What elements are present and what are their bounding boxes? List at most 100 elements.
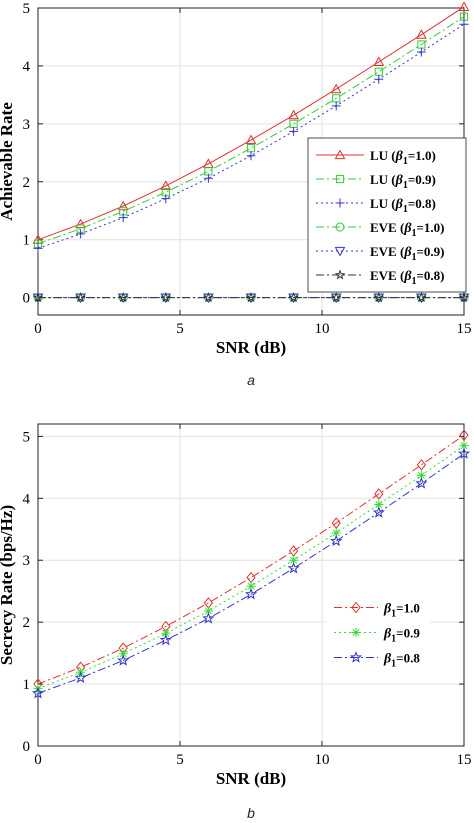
series-6 xyxy=(32,291,470,303)
legend-label-subscript: 1 xyxy=(403,204,408,215)
series-line xyxy=(37,16,465,245)
data-point xyxy=(118,213,128,223)
legend-label-main: LU ( xyxy=(370,196,396,211)
y-tick-label: 1 xyxy=(23,677,31,693)
data-point xyxy=(374,500,384,509)
x-tick-label: 15 xyxy=(457,321,472,337)
legend-label-value: =1.0) xyxy=(416,220,444,235)
data-point xyxy=(374,74,384,84)
data-point xyxy=(159,633,172,646)
legend-marker xyxy=(335,198,345,208)
data-point xyxy=(33,243,43,253)
data-point xyxy=(330,534,343,547)
legend-label-value: =0.8 xyxy=(396,651,420,666)
series-3 xyxy=(31,447,471,699)
y-tick-label: 2 xyxy=(23,615,31,631)
legend-marker xyxy=(334,246,346,257)
legend-label: LU (β1=0.8) xyxy=(370,196,436,215)
legend-label-symbol: β xyxy=(383,602,392,617)
x-tick-label: 10 xyxy=(315,752,330,768)
y-tick-label: 4 xyxy=(23,59,31,75)
legend-marker xyxy=(335,174,345,184)
legend-label: LU (β1=1.0) xyxy=(370,148,436,167)
legend-label-subscript: 1 xyxy=(391,609,396,620)
legend-item: β1=0.8 xyxy=(334,651,420,670)
data-point xyxy=(160,180,172,190)
legend-label-symbol: β xyxy=(403,269,412,284)
legend-label: β1=1.0 xyxy=(383,601,420,620)
y-tick-label: 3 xyxy=(23,553,31,569)
data-point xyxy=(289,555,299,565)
legend-label-value: =1.0 xyxy=(396,601,420,616)
legend-label-value: =1.0) xyxy=(408,148,436,163)
legend-marker xyxy=(351,601,361,614)
y-tick-label: 0 xyxy=(23,739,31,755)
data-point xyxy=(373,56,385,66)
data-point xyxy=(117,654,130,666)
data-point xyxy=(161,628,171,638)
legend-item: β1=0.9 xyxy=(334,626,420,645)
legend-label-subscript: 1 xyxy=(391,634,396,645)
data-point xyxy=(416,47,426,57)
data-point xyxy=(374,488,384,500)
legend-label-main: EVE ( xyxy=(370,268,404,283)
data-point xyxy=(289,126,299,136)
legend-label: β1=0.9 xyxy=(383,626,420,645)
legend-label-subscript: 1 xyxy=(411,252,416,263)
x-axis-label: SNR (dB) xyxy=(216,769,286,788)
legend-label-symbol: β xyxy=(395,149,404,164)
data-point xyxy=(459,19,469,29)
legend-item: LU (β1=1.0) xyxy=(316,148,436,167)
panel-caption: b xyxy=(247,805,255,821)
x-tick-label: 10 xyxy=(315,321,330,337)
data-point xyxy=(372,506,385,518)
data-point xyxy=(459,441,469,451)
legend-marker xyxy=(349,651,363,663)
legend-label: EVE (β1=1.0) xyxy=(370,220,444,239)
data-point xyxy=(331,517,341,529)
legend-label-symbol: β xyxy=(395,173,404,188)
series-1 xyxy=(32,1,470,244)
legend-label-subscript: 1 xyxy=(403,180,408,191)
legend-box xyxy=(307,137,467,293)
data-point xyxy=(245,291,257,303)
y-tick-label: 3 xyxy=(23,117,31,133)
data-point xyxy=(74,671,87,684)
legend-marker xyxy=(335,222,345,232)
x-tick-label: 0 xyxy=(34,321,42,337)
x-tick-label: 5 xyxy=(176,752,184,768)
data-point xyxy=(202,612,215,624)
data-point xyxy=(459,429,469,441)
legend-item: EVE (β1=0.9) xyxy=(316,244,444,263)
data-point xyxy=(330,291,342,303)
panel-caption: a xyxy=(247,372,255,388)
chart-panel-a: 0 5 10 15 0 1 2 3 4 5 SNR (dB) Achievable Rate a LU (… xyxy=(0,1,472,388)
series-line xyxy=(37,434,465,685)
legend-label-symbol: β xyxy=(395,197,404,212)
data-point xyxy=(31,686,45,699)
legend-item: β1=1.0 xyxy=(334,601,420,620)
y-axis-label: Achievable Rate xyxy=(0,102,16,221)
legend-label-symbol: β xyxy=(403,245,412,260)
legend-label: EVE (β1=0.9) xyxy=(370,244,444,263)
data-point xyxy=(246,581,256,591)
data-point xyxy=(288,109,299,120)
data-point xyxy=(416,459,427,471)
legend-label-symbol: β xyxy=(383,652,392,667)
data-point xyxy=(203,291,214,303)
x-tick-label: 15 xyxy=(457,752,472,768)
data-point xyxy=(330,83,342,94)
data-point xyxy=(331,101,341,111)
y-tick-label: 2 xyxy=(23,175,31,191)
legend-label-subscript: 1 xyxy=(411,228,416,239)
legend-label-main: LU ( xyxy=(370,172,396,187)
data-point xyxy=(373,291,385,303)
x-axis-label: SNR (dB) xyxy=(216,338,286,357)
legend-label-value: =0.8) xyxy=(408,196,436,211)
data-point xyxy=(203,606,213,616)
legend-label: β1=0.8 xyxy=(383,651,420,670)
legend-label-main: LU ( xyxy=(370,148,396,163)
legend-label-subscript: 1 xyxy=(411,276,416,287)
data-point xyxy=(416,29,427,39)
